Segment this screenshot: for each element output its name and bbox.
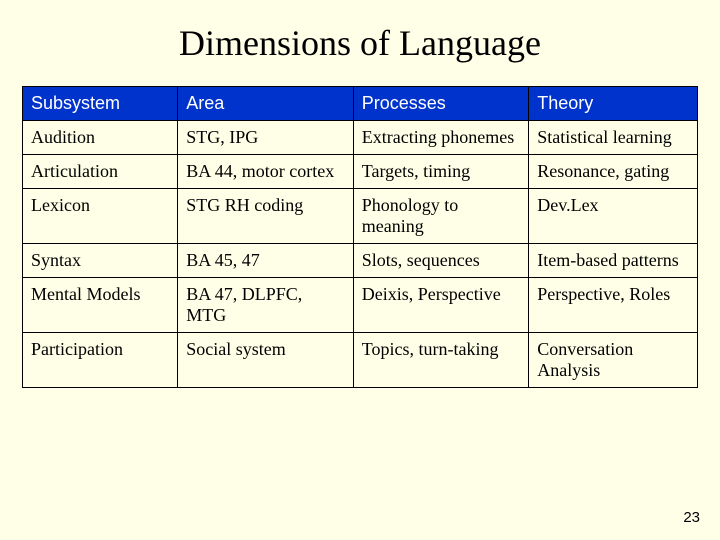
cell-area: Social system (178, 333, 354, 388)
table-row: Mental Models BA 47, DLPFC, MTG Deixis, … (23, 278, 698, 333)
table-row: Syntax BA 45, 47 Slots, sequences Item-b… (23, 244, 698, 278)
cell-subsystem: Lexicon (23, 189, 178, 244)
table-row: Participation Social system Topics, turn… (23, 333, 698, 388)
cell-theory: Item-based patterns (529, 244, 698, 278)
table-header-row: Subsystem Area Processes Theory (23, 87, 698, 121)
col-theory: Theory (529, 87, 698, 121)
cell-processes: Targets, timing (353, 155, 529, 189)
cell-processes: Deixis, Perspective (353, 278, 529, 333)
cell-theory: Resonance, gating (529, 155, 698, 189)
table-row: Lexicon STG RH coding Phonology to meani… (23, 189, 698, 244)
cell-area: STG RH coding (178, 189, 354, 244)
cell-processes: Extracting phonemes (353, 121, 529, 155)
cell-theory: Dev.Lex (529, 189, 698, 244)
cell-area: STG, IPG (178, 121, 354, 155)
cell-subsystem: Syntax (23, 244, 178, 278)
table-row: Audition STG, IPG Extracting phonemes St… (23, 121, 698, 155)
col-area: Area (178, 87, 354, 121)
cell-subsystem: Articulation (23, 155, 178, 189)
cell-area: BA 47, DLPFC, MTG (178, 278, 354, 333)
cell-theory: Statistical learning (529, 121, 698, 155)
slide-number: 23 (683, 509, 700, 526)
cell-processes: Topics, turn-taking (353, 333, 529, 388)
cell-theory: Conversation Analysis (529, 333, 698, 388)
dimensions-table: Subsystem Area Processes Theory Audition… (22, 86, 698, 388)
cell-subsystem: Audition (23, 121, 178, 155)
table-row: Articulation BA 44, motor cortex Targets… (23, 155, 698, 189)
cell-area: BA 44, motor cortex (178, 155, 354, 189)
cell-subsystem: Mental Models (23, 278, 178, 333)
cell-processes: Slots, sequences (353, 244, 529, 278)
cell-subsystem: Participation (23, 333, 178, 388)
cell-processes: Phonology to meaning (353, 189, 529, 244)
slide: Dimensions of Language Subsystem Area Pr… (0, 0, 720, 540)
page-title: Dimensions of Language (22, 22, 698, 64)
col-subsystem: Subsystem (23, 87, 178, 121)
cell-area: BA 45, 47 (178, 244, 354, 278)
cell-theory: Perspective, Roles (529, 278, 698, 333)
col-processes: Processes (353, 87, 529, 121)
